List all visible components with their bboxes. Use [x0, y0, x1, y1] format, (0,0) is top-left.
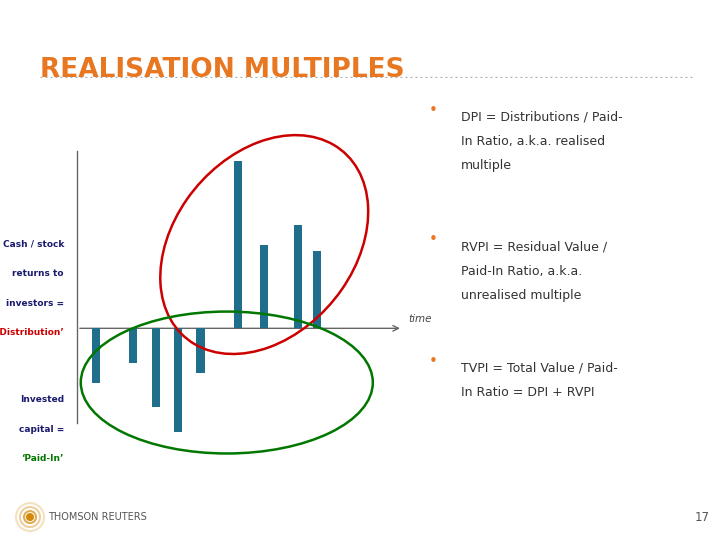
Bar — [294, 225, 302, 328]
Bar — [234, 161, 242, 328]
Text: •: • — [428, 103, 437, 118]
Text: Paid-In Ratio, a.k.a.: Paid-In Ratio, a.k.a. — [461, 265, 582, 278]
Text: TVPI = Total Value / Paid-: TVPI = Total Value / Paid- — [461, 362, 618, 375]
Text: ‘Paid-In’: ‘Paid-In’ — [22, 455, 64, 463]
Bar — [197, 328, 204, 373]
Text: time: time — [408, 314, 432, 325]
Text: unrealised multiple: unrealised multiple — [461, 289, 581, 302]
Bar — [129, 328, 138, 363]
Text: capital =: capital = — [19, 425, 64, 434]
Text: In Ratio, a.k.a. realised: In Ratio, a.k.a. realised — [461, 135, 605, 148]
Text: 17: 17 — [695, 510, 710, 524]
Text: Cash / stock: Cash / stock — [3, 240, 64, 248]
Text: •: • — [428, 354, 437, 369]
Text: returns to: returns to — [12, 269, 64, 278]
Text: multiple: multiple — [461, 159, 512, 172]
Bar — [312, 252, 321, 328]
Circle shape — [27, 514, 33, 520]
Text: RVPI = Residual Value /: RVPI = Residual Value / — [461, 240, 607, 253]
Text: •: • — [428, 232, 437, 247]
Text: REALISATION MULTIPLES: REALISATION MULTIPLES — [40, 57, 404, 83]
Bar — [91, 328, 100, 382]
Bar — [260, 245, 269, 328]
Bar — [151, 328, 160, 407]
Text: DPI = Distributions / Paid-: DPI = Distributions / Paid- — [461, 111, 622, 124]
Text: Invested: Invested — [20, 395, 64, 404]
Text: investors =: investors = — [6, 299, 64, 308]
Bar — [174, 328, 182, 432]
Text: ‘Distribution’: ‘Distribution’ — [0, 328, 64, 338]
Text: THOMSON REUTERS: THOMSON REUTERS — [48, 512, 147, 522]
Text: In Ratio = DPI + RVPI: In Ratio = DPI + RVPI — [461, 386, 594, 399]
